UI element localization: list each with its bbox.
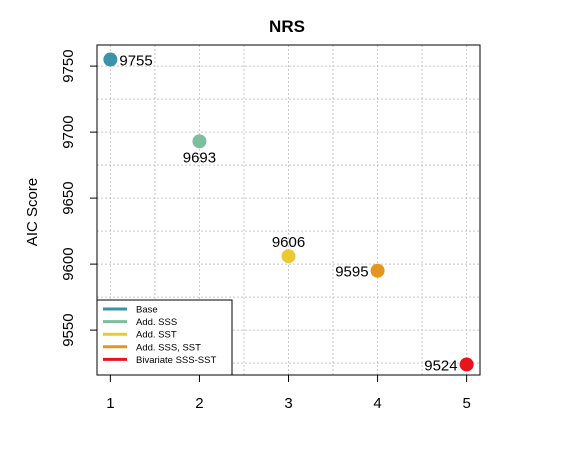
x-tick-label: 3 xyxy=(284,395,292,412)
chart-title: NRS xyxy=(269,17,305,36)
y-tick-label: 9600 xyxy=(60,247,77,280)
y-tick-label: 9700 xyxy=(60,115,77,148)
y-tick-label: 9650 xyxy=(60,181,77,214)
y-tick-label: 9750 xyxy=(60,49,77,82)
data-label: 9693 xyxy=(183,149,216,166)
x-tick-label: 1 xyxy=(106,395,114,412)
grid-lines xyxy=(97,45,480,375)
data-labels: 9755 9693 9606 9595 9524 xyxy=(119,53,457,375)
legend-entry: Add. SST xyxy=(136,330,177,341)
data-point xyxy=(192,134,207,149)
x-tick-label: 5 xyxy=(462,395,470,412)
data-label: 9524 xyxy=(424,357,457,374)
legend-entry: Base xyxy=(136,305,158,316)
data-point xyxy=(281,249,296,264)
y-axis: 9550 9600 9650 9700 9750 xyxy=(60,49,98,347)
x-tick-label: 4 xyxy=(373,395,381,412)
data-label: 9606 xyxy=(272,234,305,251)
y-axis-label: AIC Score xyxy=(24,178,41,246)
legend-entry: Bivariate SSS-SST xyxy=(136,355,216,366)
data-label: 9595 xyxy=(335,264,368,281)
data-points xyxy=(103,52,474,372)
y-tick-label: 9550 xyxy=(60,313,77,346)
data-label: 9755 xyxy=(119,53,152,70)
legend-box xyxy=(96,299,233,376)
legend-entry: Add. SSS, SST xyxy=(136,342,201,353)
legend-entry: Add. SSS xyxy=(136,317,177,328)
x-tick-label: 2 xyxy=(195,395,203,412)
x-axis: 1 2 3 4 5 xyxy=(106,374,471,412)
plot-border xyxy=(96,44,481,376)
data-point xyxy=(459,357,474,372)
data-point xyxy=(370,263,385,278)
data-point xyxy=(103,52,118,67)
